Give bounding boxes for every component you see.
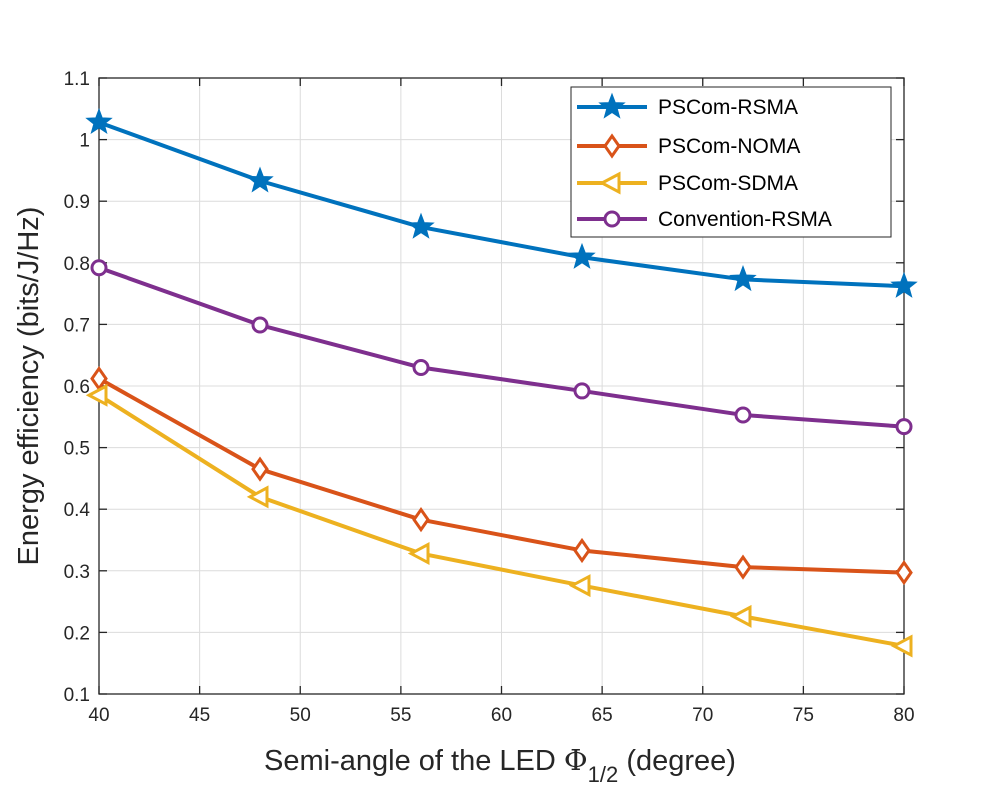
y-tick-label: 0.4 [64, 500, 91, 521]
legend-marker-pscom-noma [603, 133, 621, 159]
legend-label-pscom-noma: PSCom-NOMA [658, 135, 800, 158]
x-tick-label: 55 [390, 705, 411, 726]
x-axis-label: Semi-angle of the LED [264, 745, 556, 777]
data-point-convention-rsma [895, 418, 913, 436]
series-pscom-rsma [85, 107, 918, 298]
data-point-pscom-sdma [729, 604, 752, 628]
x-tick-label: 50 [290, 705, 311, 726]
legend-label-pscom-sdma: PSCom-SDMA [658, 172, 798, 195]
data-point-pscom-sdma [568, 574, 591, 598]
x-axis-title: Semi-angle of the LED Φ1/2 (degree) [264, 743, 736, 787]
series-pscom-noma [90, 365, 913, 586]
x-tick-label: 60 [491, 705, 512, 726]
data-point-pscom-rsma [890, 271, 918, 298]
legend-entries: PSCom-RSMA PSCom-NOMA PSCom-SDMA Convention… [577, 92, 832, 231]
legend-marker-pscom-rsma [598, 92, 626, 119]
x-axis-suffix: (degree) [626, 745, 736, 777]
x-axis-symbol: Φ [564, 743, 588, 777]
y-tick-label: 0.1 [64, 685, 90, 706]
x-tick-label: 45 [189, 705, 210, 726]
legend-entry-convention-rsma: Convention-RSMA [577, 208, 832, 231]
y-tick-label: 0.6 [64, 377, 90, 398]
x-axis-subscript: 1/2 [588, 762, 619, 787]
data-point-convention-rsma [251, 316, 269, 334]
x-tick-label: 65 [592, 705, 613, 726]
data-point-pscom-sdma [85, 383, 108, 407]
legend-entry-pscom-sdma: PSCom-SDMA [577, 171, 798, 195]
legend-entry-pscom-noma: PSCom-NOMA [577, 133, 800, 159]
data-point-pscom-sdma [246, 485, 269, 509]
data-point-pscom-noma [412, 507, 430, 533]
data-point-pscom-noma [251, 456, 269, 482]
data-point-pscom-rsma [85, 107, 113, 135]
y-tick-labels: 0.1 0.2 0.3 0.4 0.5 0.6 0.7 0.8 0.9 1 1.1 [64, 69, 91, 706]
data-point-pscom-noma [734, 554, 752, 580]
x-tick-label: 70 [692, 705, 713, 726]
legend-entry-pscom-rsma: PSCom-RSMA [577, 92, 798, 119]
legend-label-pscom-rsma: PSCom-RSMA [658, 96, 798, 119]
x-tick-labels: 40 45 50 55 60 65 70 75 80 [88, 705, 914, 726]
data-point-convention-rsma [412, 359, 430, 377]
y-tick-label: 0.2 [64, 623, 90, 644]
data-point-pscom-rsma [246, 166, 274, 193]
data-point-pscom-rsma [407, 212, 435, 239]
series-line-pscom-noma [98, 376, 905, 575]
series-pscom-sdma [85, 383, 913, 658]
x-tick-label: 40 [88, 705, 109, 726]
data-point-pscom-noma [895, 560, 913, 586]
series-line-pscom-sdma [97, 393, 905, 648]
x-tick-label: 75 [793, 705, 814, 726]
series-line-pscom-rsma [98, 120, 905, 289]
data-point-pscom-sdma [407, 542, 430, 566]
legend: PSCom-RSMA PSCom-NOMA PSCom-SDMA Convention… [570, 86, 892, 238]
data-series [85, 107, 918, 658]
legend-marker-pscom-sdma [598, 171, 621, 195]
series-convention-rsma [90, 259, 913, 436]
x-tick-label: 80 [893, 705, 914, 726]
legend-box [570, 86, 892, 238]
data-point-convention-rsma [90, 259, 108, 277]
series-line-convention-rsma [98, 265, 905, 429]
data-point-pscom-rsma [568, 242, 596, 269]
data-point-pscom-sdma [890, 634, 913, 658]
legend-marker-convention-rsma [603, 210, 621, 228]
legend-label-convention-rsma: Convention-RSMA [658, 208, 832, 231]
y-tick-label: 0.9 [64, 192, 90, 213]
data-point-pscom-noma [573, 537, 591, 564]
y-tick-label: 0.5 [64, 439, 90, 460]
data-point-convention-rsma [573, 382, 591, 400]
y-tick-label: 0.3 [64, 562, 90, 583]
y-tick-label: 0.7 [64, 315, 90, 336]
y-tick-label: 0.8 [64, 254, 90, 275]
y-axis-title: Energy efficiency (bits/J/Hz) [13, 207, 45, 566]
y-tick-label: 1 [79, 131, 90, 152]
data-point-convention-rsma [734, 406, 752, 424]
y-tick-label: 1.1 [64, 69, 90, 90]
data-point-pscom-rsma [729, 265, 757, 292]
